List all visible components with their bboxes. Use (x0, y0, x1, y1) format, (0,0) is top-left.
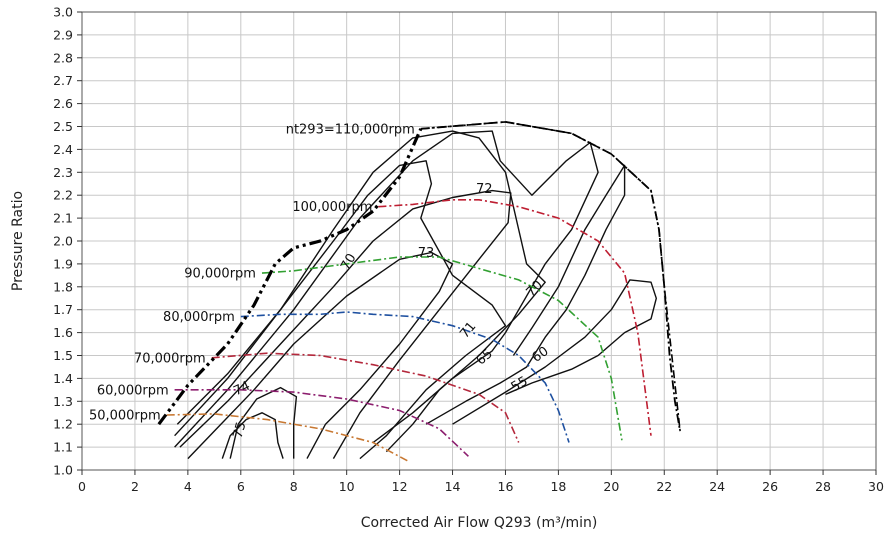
x-tick-label: 2 (131, 479, 139, 494)
x-tick-label: 16 (498, 479, 514, 494)
x-axis-label: Corrected Air Flow Q293 (m³/min) (361, 515, 598, 531)
speed-line-label: 90,000rpm (184, 267, 256, 282)
x-tick-label: 18 (550, 479, 566, 494)
x-tick-label: 26 (762, 479, 778, 494)
y-tick-label: 1.9 (53, 256, 73, 271)
efficiency-contour (174, 130, 599, 448)
y-tick-label: 2.9 (53, 27, 73, 42)
y-tick-label: 3.0 (53, 5, 73, 20)
efficiency-label: 75 (231, 420, 250, 440)
speed-line (420, 121, 681, 432)
y-tick-label: 1.5 (53, 348, 73, 363)
x-tick-label: 0 (78, 479, 86, 494)
y-tick-label: 2.6 (53, 96, 73, 111)
speed-line-label: 70,000rpm (134, 351, 206, 366)
efficiency-label: 60 (529, 344, 551, 366)
y-tick-label: 2.2 (53, 188, 73, 203)
efficiency-contour (187, 251, 454, 460)
x-tick-label: 12 (392, 479, 408, 494)
y-tick-label: 2.3 (53, 165, 73, 180)
speed-line (240, 311, 570, 443)
y-tick-label: 2.7 (53, 73, 73, 88)
y-axis-label: Pressure Ratio (10, 191, 26, 291)
speed-line-label: 50,000rpm (89, 409, 161, 424)
efficiency-contour (229, 386, 298, 459)
y-tick-label: 2.4 (53, 142, 73, 157)
efficiency-label: 74 (231, 379, 252, 400)
efficiency-label: 55 (509, 374, 531, 395)
y-tick-label: 1.0 (53, 463, 73, 478)
x-tick-label: 22 (656, 479, 672, 494)
speed-line-label: 100,000rpm (292, 200, 372, 215)
y-tick-label: 2.0 (53, 234, 73, 249)
y-tick-label: 1.1 (53, 440, 73, 455)
efficiency-contour (452, 279, 657, 425)
speed-line-label: 60,000rpm (97, 383, 169, 398)
series-layer: 50,000rpm 60,000rpm 70,000rpm 80,000rpm 90,0… (89, 120, 681, 462)
efficiency-contour (176, 160, 507, 460)
x-tick-label: 30 (868, 479, 884, 494)
axis-ticks: 0 2 4 6 8 10 12 14 16 18 20 22 24 26 28 301.01.11.21.31… (53, 5, 884, 495)
y-tick-label: 1.7 (53, 302, 73, 317)
efficiency-contour (179, 189, 512, 459)
speed-line-label: 80,000rpm (163, 310, 235, 325)
x-tick-label: 14 (445, 479, 461, 494)
x-tick-label: 24 (709, 479, 725, 494)
efficiency-label: 70 (338, 251, 359, 273)
y-tick-label: 2.1 (53, 211, 73, 226)
speed-line (166, 413, 408, 462)
x-tick-label: 28 (815, 479, 831, 494)
y-tick-label: 2.8 (53, 50, 73, 65)
efficiency-contour (221, 412, 284, 459)
speed-line (211, 352, 520, 443)
efficiency-label: 73 (418, 246, 435, 261)
y-tick-label: 1.8 (53, 279, 73, 294)
y-tick-label: 1.2 (53, 417, 73, 432)
y-tick-label: 1.4 (53, 371, 73, 386)
speed-line (378, 199, 652, 436)
speed-line (174, 389, 469, 457)
y-tick-label: 1.6 (53, 325, 73, 340)
x-tick-label: 8 (290, 479, 298, 494)
choke-line (420, 120, 681, 432)
efficiency-contour (174, 130, 546, 453)
x-tick-label: 6 (237, 479, 245, 494)
efficiency-contour (425, 164, 626, 425)
efficiency-label: 72 (476, 182, 493, 197)
speed-line-label: nt293=110,000rpm (286, 122, 415, 137)
x-tick-label: 20 (603, 479, 619, 494)
x-tick-label: 10 (339, 479, 355, 494)
speed-line (261, 256, 623, 441)
x-tick-label: 4 (184, 479, 192, 494)
y-tick-label: 1.3 (53, 394, 73, 409)
y-tick-label: 2.5 (53, 119, 73, 134)
grid (81, 11, 877, 471)
efficiency-label: 71 (457, 319, 479, 341)
